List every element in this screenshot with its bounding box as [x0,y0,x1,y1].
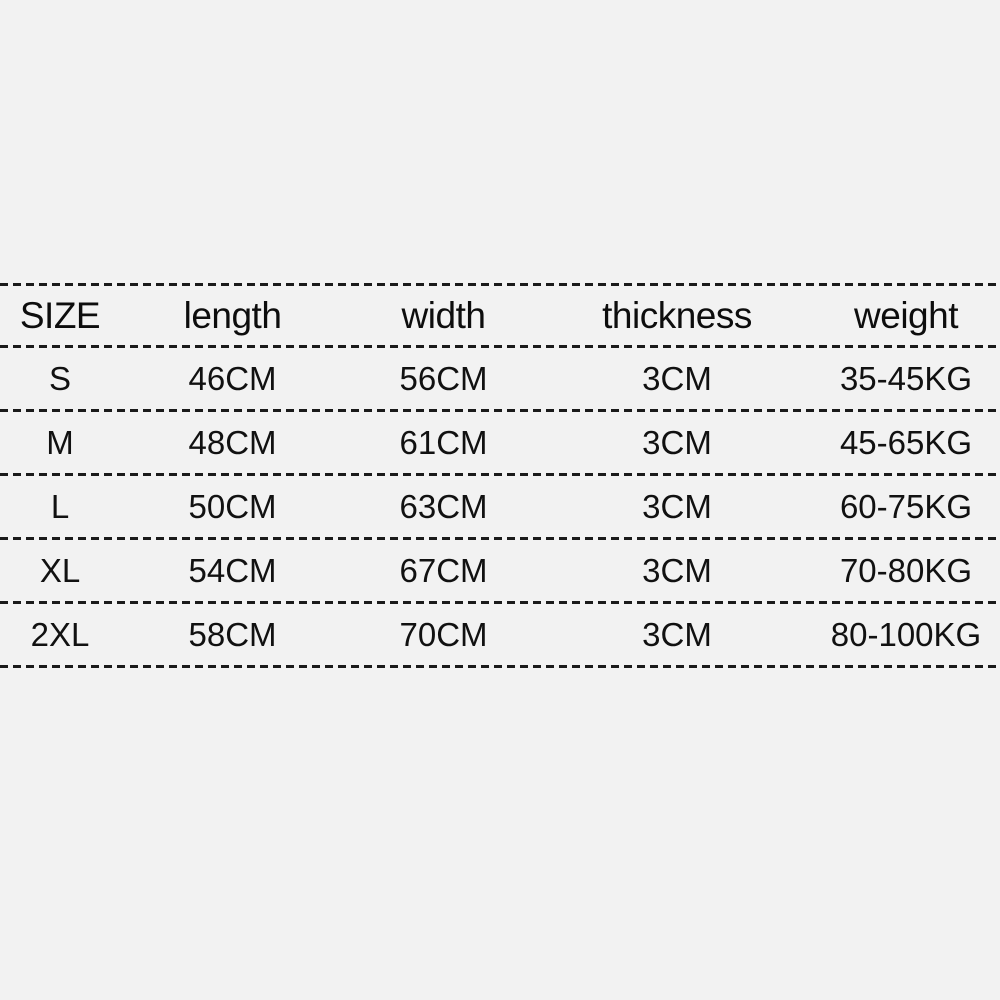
cell-weight: 35-45KG [839,359,973,397]
cell-thickness: 3CM [642,615,712,653]
cell-length: 50CM [188,487,277,525]
column-header-length: length [183,294,282,336]
table-header-row: SIZE length width thickness weight [0,286,1000,345]
table-row: 2XL 58CM 70CM 3CM 80-100KG [0,604,1000,665]
cell-weight: 60-75KG [839,487,973,525]
table-separator-bottom [0,665,1000,668]
cell-width: 61CM [399,423,488,461]
column-header-weight: weight [854,294,958,336]
cell-size: XL [39,551,81,589]
cell-size: L [50,487,70,525]
table-separator-top [0,283,1000,286]
table-row: L 50CM 63CM 3CM 60-75KG [0,476,1000,537]
cell-size: M [46,423,74,461]
cell-width: 67CM [399,551,488,589]
cell-weight: 80-100KG [830,615,982,653]
cell-thickness: 3CM [642,487,712,525]
cell-size: 2XL [30,615,90,653]
table-separator-header [0,345,1000,348]
cell-thickness: 3CM [642,551,712,589]
table-row: M 48CM 61CM 3CM 45-65KG [0,412,1000,473]
cell-length: 48CM [188,423,277,461]
table-separator-row-4 [0,601,1000,604]
size-chart-table: SIZE length width thickness weight S 46C… [0,283,1000,668]
table-separator-row-1 [0,409,1000,412]
cell-weight: 70-80KG [839,551,973,589]
cell-length: 54CM [188,551,277,589]
cell-width: 63CM [399,487,488,525]
table-separator-row-2 [0,473,1000,476]
column-header-size: SIZE [19,294,101,336]
cell-length: 58CM [188,615,277,653]
table-separator-row-3 [0,537,1000,540]
cell-width: 70CM [399,615,488,653]
table-row: S 46CM 56CM 3CM 35-45KG [0,348,1000,409]
table-row: XL 54CM 67CM 3CM 70-80KG [0,540,1000,601]
cell-length: 46CM [188,359,277,397]
column-header-width: width [401,294,486,336]
cell-thickness: 3CM [642,359,712,397]
cell-width: 56CM [399,359,488,397]
cell-size: S [48,359,71,397]
column-header-thickness: thickness [602,294,752,336]
cell-weight: 45-65KG [839,423,973,461]
cell-thickness: 3CM [642,423,712,461]
